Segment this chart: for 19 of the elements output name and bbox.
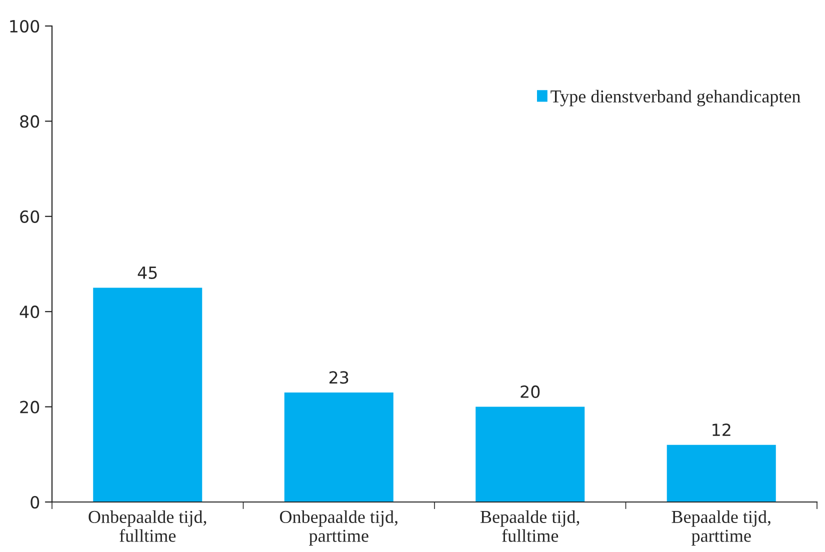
bar — [284, 392, 394, 502]
legend-label: Type dienstverband gehandicapten — [550, 90, 800, 106]
y-tick-label: 20 — [20, 400, 40, 414]
y-tick-label: 60 — [20, 210, 40, 223]
y-tick-label: 100 — [10, 20, 40, 33]
data-label: 45 — [138, 266, 157, 280]
y-tick-label: 40 — [20, 306, 40, 318]
data-label: 12 — [712, 423, 730, 436]
data-label: 20 — [520, 385, 540, 398]
bar — [666, 444, 776, 502]
x-tick-label: Onbepaalde tijd, parttime — [280, 510, 398, 546]
bar — [93, 288, 202, 502]
x-tick-label: Bepaalde tijd, parttime — [672, 510, 770, 546]
y-tick-label: 0 — [30, 496, 40, 509]
x-tick-label: Bepaalde tijd, fulltime — [480, 510, 580, 542]
y-tick-label: 80 — [20, 115, 40, 128]
data-label: 23 — [329, 371, 348, 384]
bar — [476, 406, 585, 502]
x-tick-label: Onbepaalde tijd, fulltime — [88, 510, 206, 542]
